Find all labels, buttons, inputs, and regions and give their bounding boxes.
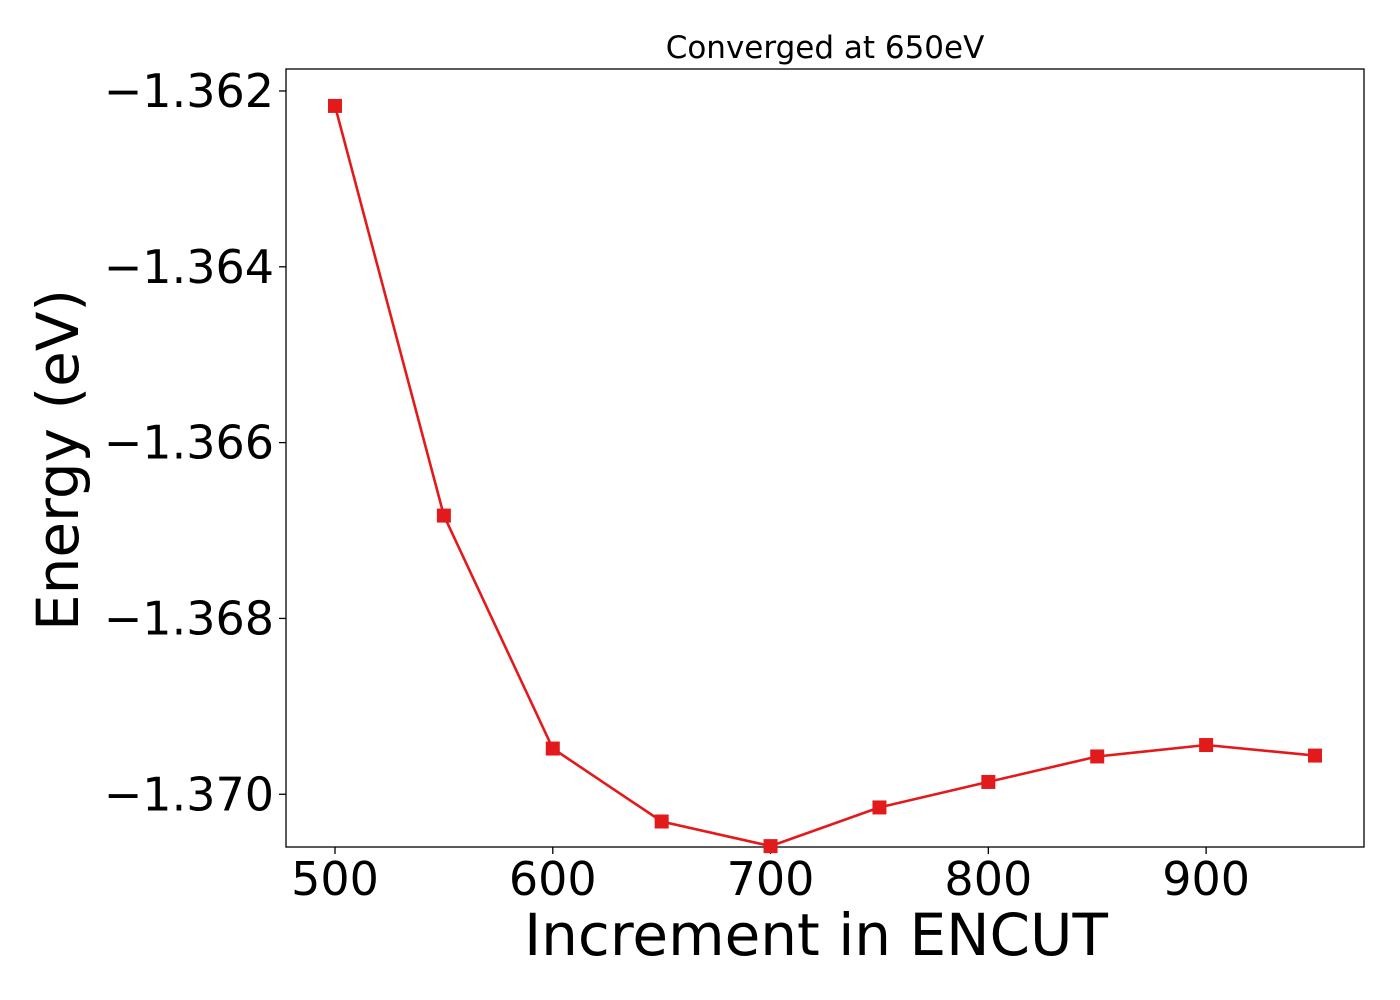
series-layer <box>328 98 1322 854</box>
x-tick-label: 700 <box>727 852 815 906</box>
x-tick-label: 800 <box>944 852 1032 906</box>
data-point-marker <box>981 774 996 789</box>
x-axis-ticks: 500 600 700 800 900 <box>291 847 1250 906</box>
x-tick-label: 900 <box>1162 852 1250 906</box>
y-tick-label: −1.368 <box>104 591 274 645</box>
data-point-marker <box>436 508 451 523</box>
data-point-marker <box>545 741 560 756</box>
x-tick-label: 600 <box>509 852 597 906</box>
x-tick-label: 500 <box>291 852 379 906</box>
y-axis-ticks: −1.362 −1.364 −1.366 −1.368 −1.370 <box>104 64 286 821</box>
y-tick-label: −1.364 <box>104 240 274 294</box>
y-tick-label: −1.362 <box>104 64 274 118</box>
y-tick-label: −1.370 <box>104 767 274 821</box>
x-axis-label: Increment in ENCUT <box>524 901 1108 969</box>
series-line <box>333 105 1316 848</box>
y-axis-label: Energy (eV) <box>24 289 92 631</box>
y-tick-label: −1.366 <box>104 416 274 470</box>
data-point-marker <box>328 98 342 113</box>
chart-title: Converged at 650eV <box>666 30 985 66</box>
plot-area-frame <box>285 68 1365 848</box>
data-point-marker <box>763 839 778 854</box>
data-point-marker <box>1090 749 1105 764</box>
data-point-marker <box>1308 748 1322 763</box>
data-point-marker <box>1199 738 1214 753</box>
data-point-marker <box>654 814 669 829</box>
data-point-marker <box>872 800 887 815</box>
